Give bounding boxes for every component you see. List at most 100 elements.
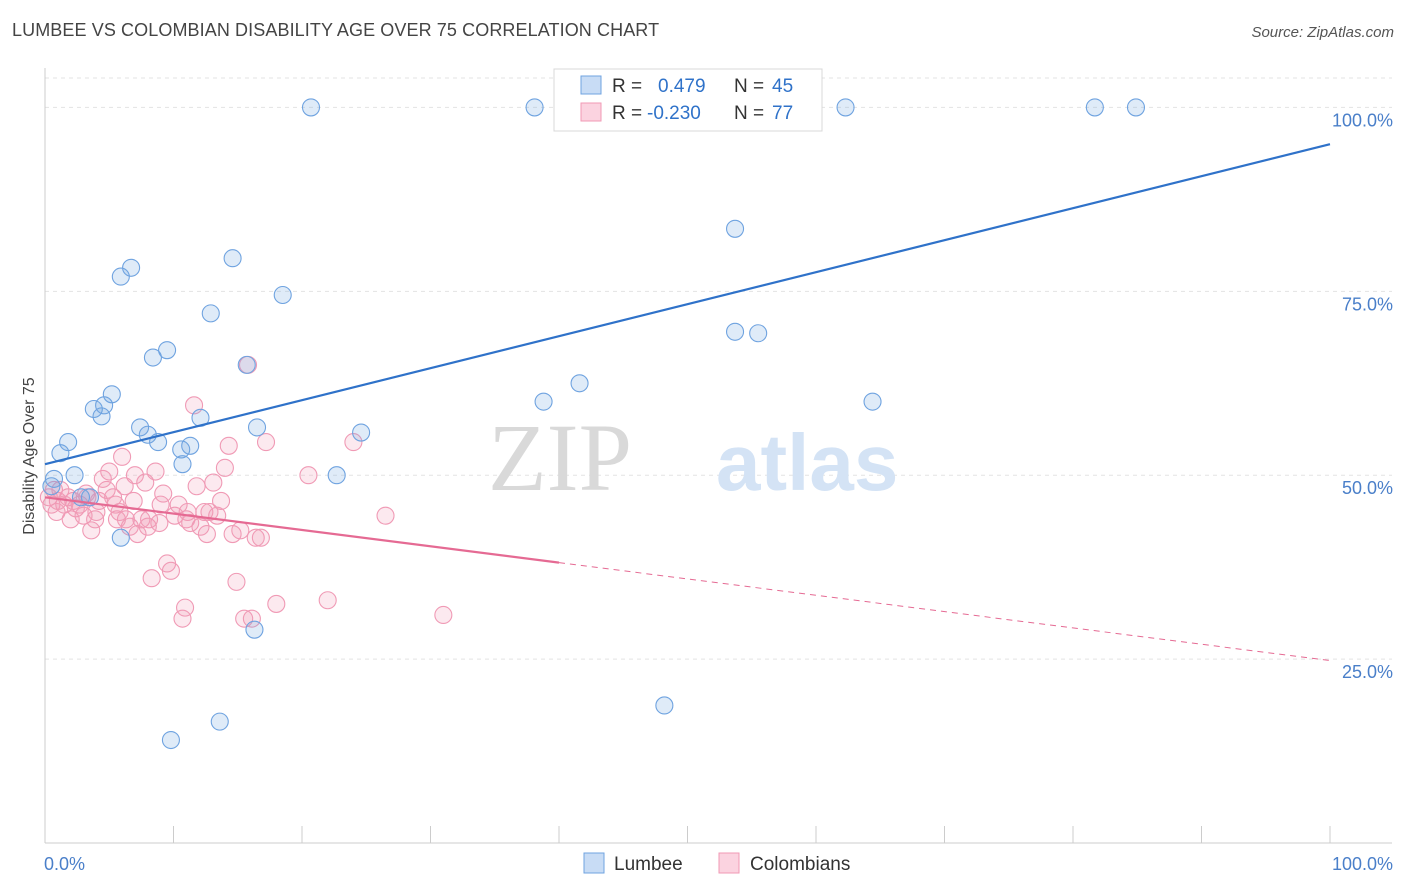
lumbee-point-8: [92, 407, 111, 426]
lumbee-point-18: [158, 341, 177, 360]
lumbee-point-4: [65, 466, 84, 485]
colombians-point-30: [146, 462, 165, 481]
trend-lines: [44, 143, 1331, 662]
colombians-point-17: [100, 462, 119, 481]
colombians-trend-line: [44, 496, 560, 564]
lumbee-point-39: [725, 322, 745, 341]
lumbee-point-14: [131, 418, 150, 437]
colombians-point-28: [138, 517, 157, 536]
colombians-point-56: [242, 609, 261, 628]
colombians-point-72: [107, 510, 127, 529]
legend-swatch-lumbee: [580, 75, 602, 95]
lumbee-point-38: [725, 219, 745, 238]
lumbee-point-25: [210, 712, 229, 731]
lumbee-point-16: [143, 348, 162, 367]
colombians-point-42: [187, 477, 206, 496]
lumbee-point-43: [1085, 98, 1104, 117]
colombians-point-64: [376, 506, 395, 525]
colombians-point-52: [227, 572, 246, 591]
lumbee-point-42: [863, 392, 882, 411]
bottom-label-colombians: Colombians: [750, 854, 850, 875]
stats-legend: R = 0.479 N = 45 R = -0.230 N = 77: [553, 68, 823, 132]
lumbee-point-32: [327, 466, 346, 485]
series-legend: Lumbee Colombians: [583, 852, 850, 875]
lumbee-point-44: [1126, 98, 1146, 117]
lumbee-point-35: [534, 392, 553, 411]
colombians-point-49: [215, 458, 234, 477]
bottom-swatch-colombians: [718, 852, 740, 874]
axes: [44, 68, 1392, 844]
lumbee-point-21: [173, 455, 192, 474]
lumbee-point-22: [181, 436, 200, 455]
colombians-point-48: [211, 491, 231, 511]
colombians-point-59: [256, 433, 276, 452]
colombians-point-62: [318, 591, 337, 610]
colombians-points: [39, 355, 453, 628]
lumbee-point-41: [836, 98, 855, 117]
colombians-point-61: [299, 466, 318, 485]
lumbee-point-31: [301, 98, 321, 117]
lumbee-trend-line: [44, 143, 1331, 466]
legend-r-value-colombians: -0.230: [647, 103, 701, 124]
legend-r-value-lumbee: 0.479: [658, 76, 706, 97]
lumbee-point-27: [237, 355, 256, 374]
colombians-point-37: [173, 609, 192, 628]
y-axis-title: Disability Age Over 75: [21, 377, 38, 535]
lumbee-point-20: [172, 440, 191, 459]
colombians-point-27: [136, 473, 155, 492]
colombians-point-70: [151, 495, 170, 514]
colombians-point-58: [251, 528, 270, 547]
colombians-point-53: [231, 521, 250, 540]
colombians-point-16: [97, 480, 116, 499]
colombians-point-38: [176, 598, 195, 617]
y-tick-label-3: 100.0%: [1332, 110, 1393, 130]
bottom-swatch-lumbee: [583, 852, 605, 874]
colombians-point-74: [140, 510, 159, 529]
lumbee-point-34: [525, 98, 544, 117]
y-tick-label-2: 75.0%: [1342, 294, 1393, 314]
colombians-point-12: [82, 521, 101, 540]
lumbee-point-3: [59, 433, 78, 452]
colombians-point-57: [246, 528, 265, 547]
lumbee-point-28: [245, 620, 264, 639]
colombians-point-50: [219, 436, 238, 455]
colombians-point-67: [115, 477, 134, 496]
lumbee-point-1: [44, 469, 64, 488]
legend-swatch-colombians: [580, 102, 602, 122]
legend-n-label-lumbee: N =: [734, 76, 764, 97]
colombians-point-36: [169, 495, 188, 514]
colombians-point-46: [204, 473, 223, 492]
bottom-label-lumbee: Lumbee: [614, 854, 683, 875]
colombians-point-15: [93, 469, 112, 488]
colombians-point-32: [154, 484, 173, 503]
lumbee-point-13: [122, 258, 141, 277]
lumbee-point-11: [111, 528, 130, 547]
chart-title: LUMBEE VS COLOMBIAN DISABILITY AGE OVER …: [12, 20, 660, 40]
x-tick-label-1: 100.0%: [1332, 854, 1393, 874]
lumbee-points: [42, 98, 1146, 750]
lumbee-point-19: [161, 730, 180, 750]
colombians-point-69: [125, 466, 144, 485]
lumbee-point-37: [655, 696, 674, 715]
lumbee-point-33: [352, 423, 371, 442]
colombians-point-54: [235, 609, 254, 628]
colombians-point-34: [161, 561, 180, 580]
lumbee-point-40: [749, 324, 768, 343]
lumbee-point-30: [273, 285, 292, 305]
y-tick-label-0: 25.0%: [1342, 662, 1393, 682]
watermark-atlas: atlas: [716, 418, 898, 507]
colombians-point-21: [113, 447, 132, 466]
colombians-point-43: [191, 517, 210, 536]
lumbee-point-24: [201, 304, 220, 323]
colombians-point-63: [344, 433, 363, 452]
lumbee-point-36: [570, 374, 589, 393]
legend-n-value-lumbee: 45: [772, 76, 793, 97]
colombians-trend-extension: [558, 562, 1331, 662]
x-tick-label-0: 0.0%: [44, 854, 85, 874]
colombians-point-29: [142, 569, 161, 588]
watermark-zip: ZIP: [488, 404, 632, 511]
legend-r-label-colombians: R =: [612, 103, 642, 124]
colombians-point-71: [197, 525, 216, 544]
source-credit: Source: ZipAtlas.com: [1251, 24, 1394, 41]
